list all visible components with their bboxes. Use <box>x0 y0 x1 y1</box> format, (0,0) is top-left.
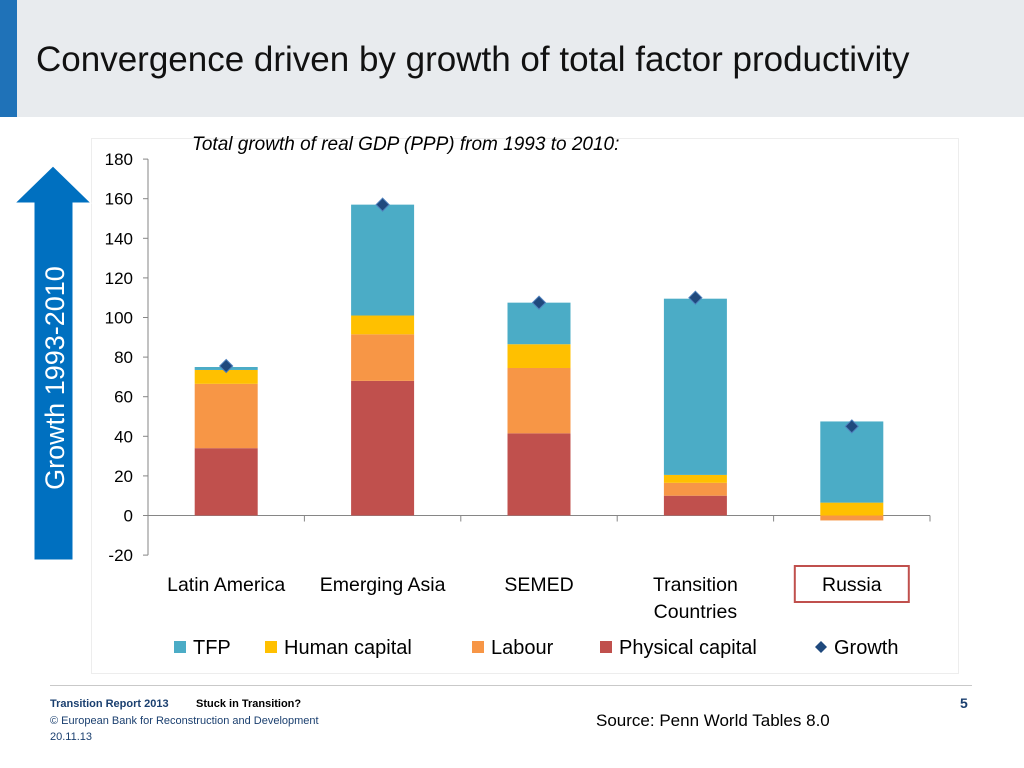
x-tick-label-semed: SEMED <box>504 574 573 596</box>
growth-arrow-label: Growth 1993-2010 <box>40 266 70 490</box>
x-tick-label-russia: Russia <box>822 574 882 596</box>
growth-marker-russia <box>844 419 860 434</box>
x-tick-label-emerging-asia: Emerging Asia <box>320 574 446 596</box>
bar-human-capital-russia <box>820 502 884 516</box>
y-tick-label: 100 <box>105 309 133 328</box>
chart-subtitle: Total growth of real GDP (PPP) from 1993… <box>192 134 620 155</box>
y-tick-label: 180 <box>105 150 133 169</box>
y-tick-label: 120 <box>105 269 133 288</box>
title-accent-bar <box>0 0 17 117</box>
legend-swatch-human-capital <box>265 641 277 653</box>
footer-copyright: © European Bank for Reconstruction and D… <box>50 715 319 727</box>
bar-human-capital-semed <box>507 344 571 368</box>
y-tick-label: 40 <box>114 427 133 446</box>
chart: -20 0 20 40 60 80 100 120 140 160 180 Latin Americ… <box>105 150 931 659</box>
chart-frame <box>91 138 959 674</box>
bar-physical-capital-latin-america <box>194 448 258 516</box>
growth-marker-emerging-asia <box>375 197 390 212</box>
bar-human-capital-transition-countries <box>663 474 727 483</box>
bar-human-capital-latin-america <box>194 369 258 384</box>
source-note: Source: Penn World Tables 8.0 <box>596 711 830 731</box>
y-tick-label: 80 <box>114 348 133 367</box>
y-tick-label: 0 <box>124 507 133 526</box>
legend-label-labour: Labour <box>491 637 554 659</box>
source-text: Penn World Tables 8.0 <box>654 711 830 730</box>
legend-swatch-labour <box>472 641 484 653</box>
bar-physical-capital-emerging-asia <box>351 380 415 516</box>
footer-report-topic: Stuck in Transition? <box>196 698 302 710</box>
legend-label-growth: Growth <box>834 637 898 659</box>
bar-labour-semed <box>507 367 571 434</box>
bar-physical-capital-transition-countries <box>663 495 727 516</box>
x-tick-label-latin-america: Latin America <box>167 574 285 596</box>
bar-tfp-transition-countries <box>663 298 727 475</box>
legend-swatch-physical-capital <box>600 641 612 653</box>
legend-label-tfp: TFP <box>193 637 231 659</box>
growth-marker-latin-america <box>218 358 234 374</box>
legend-label-human-capital: Human capital <box>284 637 412 659</box>
bar-tfp-emerging-asia <box>351 204 415 316</box>
x-tick-label-transition-countries: Transition <box>653 574 738 596</box>
x-tick-label-transition-countries: Countries <box>654 601 738 623</box>
legend-label-physical-capital: Physical capital <box>619 637 757 659</box>
source-label: Source: <box>596 711 655 730</box>
highlight-box-russia <box>793 565 910 603</box>
bar-human-capital-emerging-asia <box>351 315 415 335</box>
title-band <box>0 0 1024 117</box>
y-tick-label: -20 <box>108 546 133 565</box>
legend-swatch-growth <box>815 641 827 653</box>
footer-date: 20.11.13 <box>50 731 93 743</box>
y-tick-label: 60 <box>114 388 133 407</box>
slide-title: Convergence driven by growth of total fa… <box>36 40 910 79</box>
bar-physical-capital-semed <box>507 433 571 516</box>
bar-labour-transition-countries <box>663 482 727 496</box>
growth-marker-transition-countries <box>688 290 703 305</box>
growth-marker-semed <box>531 295 547 310</box>
footer-rule <box>50 685 972 686</box>
bar-tfp-russia <box>820 421 884 503</box>
y-tick-label: 160 <box>105 190 133 209</box>
bar-labour-latin-america <box>194 383 258 449</box>
bar-labour-emerging-asia <box>351 334 415 381</box>
footer-report-title: Transition Report 2013 <box>50 698 169 710</box>
growth-arrow-shape <box>13 165 93 561</box>
legend-swatch-tfp <box>174 641 186 653</box>
growth-arrow: Growth 1993-2010 <box>13 165 93 561</box>
page-number: 5 <box>960 695 968 711</box>
y-tick-label: 140 <box>105 229 133 248</box>
bar-labour-russia <box>820 515 884 521</box>
y-tick-label: 20 <box>114 467 133 486</box>
